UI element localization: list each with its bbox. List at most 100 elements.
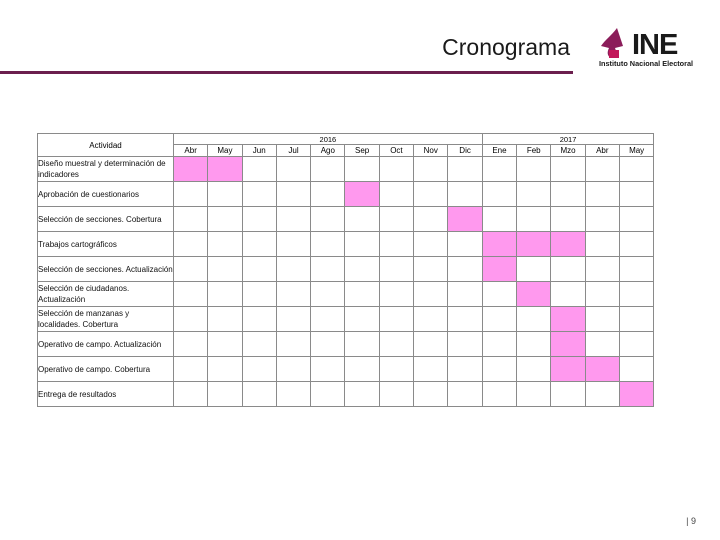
gantt-cell [241,181,277,207]
gantt-cell [378,181,415,207]
month-header: Ago [310,144,346,157]
gantt-cell [207,206,243,232]
gantt-row: Diseño muestral y determinación de indic… [37,156,655,182]
gantt-bar-cell [447,206,483,232]
gantt-cell [550,281,586,307]
month-header: Abr [172,144,209,157]
gantt-cell [516,206,552,232]
gantt-header: Actividad 2016 2017 Abr May Jun Jul Ago Sep Oct… [37,133,655,157]
gantt-cell [516,381,552,407]
gantt-cell [310,156,346,182]
gantt-row: Entrega de resultados [37,381,655,407]
gantt-cell [241,381,277,407]
activity-label: Selección de secciones. Cobertura [37,206,174,232]
gantt-cell [310,381,346,407]
gantt-cell [618,306,655,332]
gantt-cell [310,206,346,232]
gantt-cell [241,306,277,332]
gantt-row: Selección de secciones. Cobertura [37,206,655,232]
gantt-bar-cell [481,231,518,257]
gantt-cell [378,331,415,357]
gantt-row: Operativo de campo. Actualización [37,331,655,357]
gantt-cell [344,256,380,282]
month-header: Jul [275,144,312,157]
gantt-cell [516,331,552,357]
gantt-cell [481,381,518,407]
gantt-cell [447,381,483,407]
gantt-bar-cell [207,156,243,182]
gantt-cell [344,231,380,257]
gantt-row: Trabajos cartográficos [37,231,655,257]
slide-title: Cronograma [442,34,570,60]
gantt-cell [378,356,415,382]
gantt-cell [378,206,415,232]
month-header: Jun [241,144,277,157]
gantt-cell [516,181,552,207]
gantt-row: Selección de secciones. Actualización [37,256,655,282]
gantt-cell [618,356,655,382]
gantt-cell [584,306,620,332]
gantt-cell [344,156,380,182]
gantt-cell [344,356,380,382]
gantt-cell [550,156,586,182]
month-header: Feb [516,144,552,157]
month-header: Mzo [550,144,586,157]
gantt-cell [241,156,277,182]
gantt-cell [516,356,552,382]
activity-label: Entrega de resultados [37,381,174,407]
gantt-bar-cell [584,356,620,382]
gantt-cell [447,231,483,257]
month-header: Dic [447,144,483,157]
gantt-cell [172,181,209,207]
gantt-cell [344,331,380,357]
gantt-cell [275,306,312,332]
gantt-cell [413,331,449,357]
logo-subtitle: Instituto Nacional Electoral [599,59,694,68]
gantt-cell [447,356,483,382]
gantt-cell [481,356,518,382]
gantt-bar-cell [344,181,380,207]
ine-logo-icon [601,28,623,58]
gantt-cell [344,306,380,332]
gantt-cell [275,281,312,307]
gantt-row: Selección de ciudadanos. Actualización [37,281,655,307]
gantt-cell [516,156,552,182]
gantt-bar-cell [550,231,586,257]
gantt-cell [413,181,449,207]
gantt-cell [378,306,415,332]
gantt-cell [481,181,518,207]
gantt-cell [172,306,209,332]
gantt-cell [618,256,655,282]
gantt-cell [310,256,346,282]
gantt-cell [447,256,483,282]
month-header: Oct [378,144,415,157]
logo-text: INE [632,29,678,61]
gantt-cell [584,381,620,407]
gantt-cell [378,256,415,282]
gantt-cell [447,281,483,307]
month-header: May [618,144,655,157]
gantt-cell [413,281,449,307]
gantt-cell [481,206,518,232]
gantt-cell [481,306,518,332]
gantt-cell [207,256,243,282]
gantt-cell [618,331,655,357]
gantt-cell [172,281,209,307]
gantt-bar-cell [172,156,209,182]
gantt-cell [310,331,346,357]
page-number: | 9 [686,516,696,526]
gantt-cell [413,306,449,332]
gantt-cell [172,381,209,407]
gantt-cell [344,206,380,232]
month-header: Sep [344,144,380,157]
gantt-cell [344,281,380,307]
gantt-bar-cell [618,381,655,407]
gantt-cell [310,231,346,257]
gantt-cell [207,306,243,332]
gantt-table: Actividad 2016 2017 Abr May Jun Jul Ago Sep Oct… [37,133,655,407]
gantt-bar-cell [550,306,586,332]
gantt-cell [241,356,277,382]
title-rule [0,71,573,74]
gantt-cell [378,381,415,407]
gantt-cell [618,156,655,182]
